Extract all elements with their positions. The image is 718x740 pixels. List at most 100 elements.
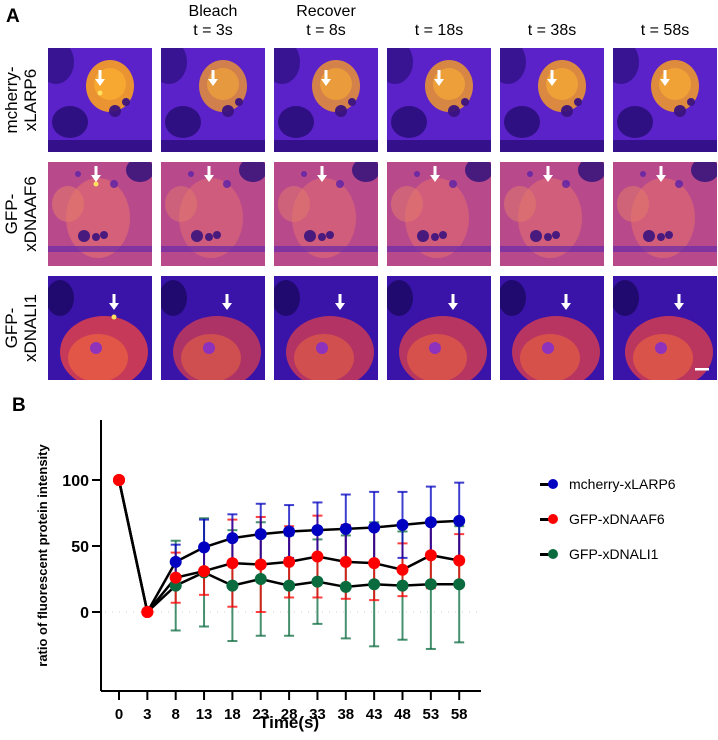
cell-structure [578,162,604,182]
x-tick-label: 48 [394,706,411,723]
y-tick-label: 50 [71,539,89,556]
cell-structure [675,180,683,188]
cell-structure [391,106,427,138]
cell-structure [274,246,378,252]
row-label-label-line1: GFP- [2,193,21,235]
cell-structure [294,334,354,380]
legend-marker-icon [548,549,558,559]
cell-structure [461,98,469,106]
column-header-line2: t = 38s [527,22,577,39]
micrograph-tile [500,276,604,380]
row-label-0: mcherry-xLARP6 [2,48,42,152]
cell-structure [527,171,533,177]
cell-structure [165,186,197,222]
micrograph-tile [613,48,717,152]
cell-structure [92,233,100,241]
data-point [311,524,324,537]
cell-structure [530,230,542,242]
cell-structure [109,105,121,117]
cell-structure [552,231,560,239]
cell-structure [431,233,439,241]
x-tick-label: 33 [309,706,326,723]
cell-structure [239,162,265,182]
column-header-line1 [387,2,491,21]
cell-structure [188,171,194,177]
column-header-line1 [48,2,152,21]
cell-structure [335,105,347,117]
cell-structure [78,230,90,242]
data-point [254,558,267,571]
granule-spot [111,314,117,320]
micrograph-tile [500,48,604,152]
down-arrow-icon [208,70,218,86]
x-tick-label: 28 [281,706,298,723]
cell-structure [542,342,554,354]
micrograph-tile [274,48,378,152]
micrograph-tile [48,276,152,380]
cell-structure [417,230,429,242]
cell-structure [165,106,201,138]
cell-structure [391,186,423,222]
cell-structure [316,342,328,354]
cell-structure [126,162,152,182]
x-tick-label: 58 [451,706,468,723]
micrograph-tile [387,276,491,380]
panel-b-letter: B [12,395,26,416]
cell-structure [223,180,231,188]
data-point [396,579,409,592]
cell-structure [504,106,540,138]
column-header-line1 [613,2,717,21]
x-tick-label: 43 [366,706,383,723]
cell-structure [278,106,314,138]
down-arrow-icon [430,166,440,182]
cell-structure [203,342,215,354]
column-header-line1: Bleach [188,3,238,20]
column-header-5: t = 58s [613,2,717,40]
data-point [141,606,154,618]
cell-structure [561,105,573,117]
micrograph-tile [48,48,152,152]
down-arrow-icon [317,166,327,182]
column-header-1: Bleach t = 3s [161,2,265,40]
data-point [169,555,182,568]
data-point [368,557,381,570]
data-point [311,575,324,588]
cell-structure [318,233,326,241]
down-arrow-icon [674,294,684,310]
granule-spot [97,90,103,96]
cell-structure [544,233,552,241]
cell-structure [336,180,344,188]
cell-structure [161,246,265,252]
down-arrow-icon [109,294,119,310]
data-point [198,541,211,554]
column-header-line1 [500,2,604,21]
cell-structure [691,162,717,182]
cell-structure [659,68,691,100]
data-point [254,573,267,585]
cell-structure [429,342,441,354]
legend-line-swatch [540,553,550,556]
cell-structure [387,246,491,252]
cell-structure [546,68,578,100]
cell-structure [640,171,646,177]
micrograph-tile [387,48,491,152]
micrograph-tile [613,276,717,380]
column-header-line2 [48,21,152,40]
cell-structure [657,233,665,241]
cell-structure [100,231,108,239]
data-point [339,522,352,535]
row-label-2: GFP-xDNALI1 [2,276,42,380]
data-point [368,578,381,591]
cell-structure [407,334,467,380]
down-arrow-icon [543,166,553,182]
cell-structure [674,105,686,117]
data-point [339,580,352,593]
x-tick-label: 13 [196,706,213,723]
cell-structure [562,180,570,188]
row-label-1: GFP-xDNAAF6 [2,162,42,266]
down-arrow-icon [335,294,345,310]
down-arrow-icon [434,70,444,86]
column-header-line2: t = 3s [193,22,233,39]
cell-structure [465,162,491,182]
y-axis-label: ratio of fluorescent protein intensity [35,443,50,666]
